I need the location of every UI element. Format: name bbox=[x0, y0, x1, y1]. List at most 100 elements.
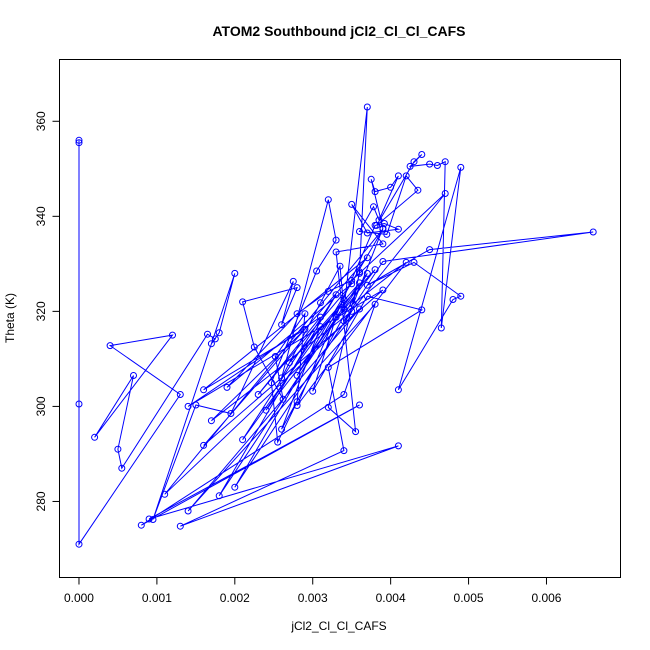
data-point bbox=[332, 236, 340, 244]
data-point bbox=[349, 300, 357, 308]
data-point bbox=[371, 188, 379, 196]
data-point bbox=[340, 447, 348, 455]
data-point bbox=[324, 196, 332, 204]
data-point bbox=[363, 269, 371, 277]
data-point bbox=[279, 395, 287, 403]
data-point bbox=[356, 228, 363, 235]
y-tick-label: 280 bbox=[34, 491, 48, 511]
data-point bbox=[418, 151, 426, 158]
data-point bbox=[363, 229, 371, 237]
data-point bbox=[324, 363, 332, 371]
data-point bbox=[317, 299, 324, 307]
data-point bbox=[293, 310, 301, 318]
data-point bbox=[215, 329, 223, 337]
data-point bbox=[317, 313, 324, 321]
data-point bbox=[457, 292, 465, 300]
data-point bbox=[356, 279, 363, 287]
data-point bbox=[394, 386, 402, 394]
data-point bbox=[254, 391, 262, 398]
x-axis: 0.000 0.001 0.002 0.003 0.004 0.005 0.006 bbox=[64, 577, 562, 605]
data-point bbox=[262, 406, 270, 414]
data-point bbox=[211, 335, 219, 343]
data-point bbox=[426, 160, 434, 168]
data-point bbox=[332, 313, 340, 321]
data-point bbox=[293, 398, 301, 406]
data-point bbox=[309, 387, 317, 395]
data-point bbox=[356, 305, 363, 313]
data-point bbox=[317, 323, 324, 331]
data-point bbox=[200, 386, 208, 394]
data-point bbox=[267, 379, 275, 387]
data-point bbox=[114, 445, 122, 453]
data-point bbox=[394, 172, 402, 180]
data-point bbox=[301, 325, 309, 333]
data-point bbox=[433, 162, 441, 169]
data-point bbox=[387, 183, 395, 191]
data-point bbox=[130, 372, 137, 379]
data-point bbox=[75, 136, 83, 144]
x-tick-label: 0.001 bbox=[142, 591, 172, 605]
data-point bbox=[75, 540, 83, 548]
data-point bbox=[379, 286, 387, 294]
data-point bbox=[149, 516, 157, 523]
chart-title: ATOM2 Southbound jCl2_Cl_Cl_CAFS bbox=[212, 23, 465, 39]
data-point bbox=[278, 425, 286, 433]
data-point bbox=[441, 158, 449, 166]
data-point bbox=[457, 163, 465, 171]
data-point bbox=[340, 296, 348, 303]
data-point bbox=[380, 220, 388, 227]
data-point bbox=[145, 515, 153, 523]
x-axis-label: jCl2_Cl_Cl_CAFS bbox=[290, 619, 386, 633]
series-line bbox=[78, 106, 594, 546]
data-point bbox=[106, 342, 114, 350]
data-point bbox=[91, 433, 99, 441]
y-tick-label: 340 bbox=[34, 206, 48, 226]
data-point bbox=[176, 522, 184, 530]
data-point bbox=[332, 248, 340, 256]
data-point bbox=[363, 281, 371, 289]
data-point bbox=[231, 483, 239, 491]
data-point bbox=[379, 240, 387, 248]
data-point bbox=[169, 331, 176, 339]
data-point bbox=[293, 372, 301, 379]
data-point bbox=[370, 203, 377, 211]
data-point bbox=[340, 391, 348, 398]
data-point bbox=[223, 383, 231, 391]
data-point bbox=[137, 521, 145, 529]
data-point bbox=[75, 139, 83, 147]
data-point bbox=[426, 246, 434, 254]
data-point bbox=[356, 401, 363, 409]
data-point bbox=[332, 291, 340, 299]
data-point bbox=[379, 258, 387, 265]
data-point bbox=[383, 230, 391, 238]
data-point bbox=[449, 296, 457, 303]
y-tick-label: 300 bbox=[34, 396, 48, 416]
data-point bbox=[289, 277, 297, 285]
data-point bbox=[278, 321, 286, 329]
data-point bbox=[239, 298, 247, 306]
x-tick-label: 0.003 bbox=[298, 591, 328, 605]
plot-frame bbox=[59, 59, 621, 578]
data-point bbox=[437, 324, 445, 332]
data-point bbox=[414, 186, 422, 194]
data-point bbox=[239, 436, 247, 444]
data-point bbox=[348, 277, 356, 284]
data-point bbox=[184, 402, 192, 410]
data-point bbox=[207, 340, 215, 348]
data-point bbox=[250, 343, 258, 351]
x-tick-label: 0.000 bbox=[64, 591, 94, 605]
data-point bbox=[371, 300, 379, 308]
data-point bbox=[441, 190, 449, 197]
data-point bbox=[402, 258, 410, 266]
data-point bbox=[204, 330, 211, 338]
data-point bbox=[118, 464, 126, 472]
data-point bbox=[418, 306, 426, 314]
data-point bbox=[410, 158, 418, 166]
data-point bbox=[184, 507, 192, 515]
data-point bbox=[367, 175, 375, 183]
data-point bbox=[402, 172, 410, 180]
data-point bbox=[313, 267, 321, 275]
data-point bbox=[324, 287, 332, 295]
data-point bbox=[410, 258, 418, 266]
